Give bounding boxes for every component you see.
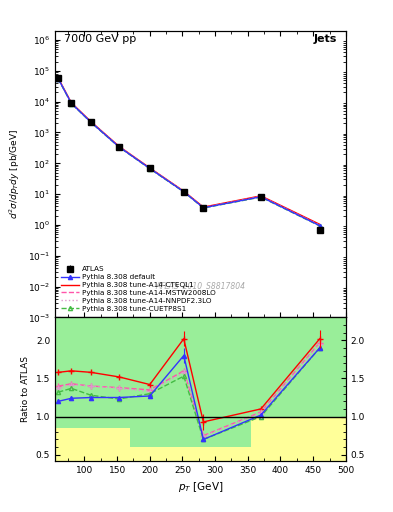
Pythia 8.308 tune-CUETP8S1 xyxy=(56,76,61,82)
Pythia 8.308 tune-CUETP8S1 xyxy=(117,144,121,150)
Pythia 8.308 tune-A14-MSTW2008LO xyxy=(182,188,186,195)
Pythia 8.308 tune-A14-CTEQL1 xyxy=(182,188,186,194)
Pythia 8.308 tune-A14-CTEQL1 xyxy=(88,119,93,125)
Pythia 8.308 tune-A14-NNPDF2.3LO xyxy=(259,194,263,200)
Pythia 8.308 tune-A14-MSTW2008LO xyxy=(259,194,263,200)
Pythia 8.308 tune-A14-CTEQL1 xyxy=(201,204,206,210)
Pythia 8.308 default xyxy=(317,223,322,229)
Text: Rivet 3.1.10, ≥ 3.2M events: Rivet 3.1.10, ≥ 3.2M events xyxy=(392,105,393,182)
Text: ATLAS_2010_S8817804: ATLAS_2010_S8817804 xyxy=(155,282,246,290)
Pythia 8.308 tune-A14-MSTW2008LO xyxy=(88,119,93,125)
Pythia 8.308 tune-A14-NNPDF2.3LO xyxy=(88,119,93,125)
Pythia 8.308 tune-A14-MSTW2008LO xyxy=(147,165,152,172)
Pythia 8.308 tune-CUETP8S1 xyxy=(147,165,152,172)
Line: Pythia 8.308 tune-A14-CTEQL1: Pythia 8.308 tune-A14-CTEQL1 xyxy=(58,78,320,224)
Pythia 8.308 tune-A14-MSTW2008LO xyxy=(117,144,121,150)
Pythia 8.308 tune-A14-MSTW2008LO xyxy=(317,222,322,228)
Pythia 8.308 tune-A14-NNPDF2.3LO xyxy=(56,76,61,82)
Pythia 8.308 tune-CUETP8S1 xyxy=(182,189,186,195)
Pythia 8.308 tune-A14-MSTW2008LO xyxy=(201,205,206,211)
Y-axis label: Ratio to ATLAS: Ratio to ATLAS xyxy=(21,356,30,422)
Y-axis label: $d^2\sigma/dp_T dy$ [pb/GeV]: $d^2\sigma/dp_T dy$ [pb/GeV] xyxy=(8,129,22,219)
Line: Pythia 8.308 default: Pythia 8.308 default xyxy=(56,77,322,228)
Pythia 8.308 default xyxy=(201,205,206,211)
Text: mcplots.cern.ch [arXiv:1306.3436]: mcplots.cern.ch [arXiv:1306.3436] xyxy=(392,208,393,304)
Pythia 8.308 tune-CUETP8S1 xyxy=(69,100,74,106)
Pythia 8.308 tune-A14-NNPDF2.3LO xyxy=(182,188,186,195)
Pythia 8.308 default xyxy=(147,165,152,172)
Pythia 8.308 tune-A14-CTEQL1 xyxy=(147,165,152,171)
Line: Pythia 8.308 tune-A14-MSTW2008LO: Pythia 8.308 tune-A14-MSTW2008LO xyxy=(58,78,320,225)
Text: Jets: Jets xyxy=(314,34,337,44)
Text: 7000 GeV pp: 7000 GeV pp xyxy=(64,34,136,44)
Pythia 8.308 tune-A14-CTEQL1 xyxy=(259,193,263,199)
Line: Pythia 8.308 tune-A14-NNPDF2.3LO: Pythia 8.308 tune-A14-NNPDF2.3LO xyxy=(58,79,320,225)
Pythia 8.308 default xyxy=(259,194,263,200)
Pythia 8.308 tune-A14-MSTW2008LO xyxy=(69,100,74,106)
Pythia 8.308 tune-A14-NNPDF2.3LO xyxy=(317,222,322,228)
Legend: ATLAS, Pythia 8.308 default, Pythia 8.308 tune-A14-CTEQL1, Pythia 8.308 tune-A14: ATLAS, Pythia 8.308 default, Pythia 8.30… xyxy=(59,264,218,314)
Pythia 8.308 default xyxy=(56,76,61,82)
Pythia 8.308 default xyxy=(182,188,186,195)
Pythia 8.308 tune-A14-CTEQL1 xyxy=(56,75,61,81)
Pythia 8.308 tune-A14-CTEQL1 xyxy=(69,100,74,106)
Pythia 8.308 default xyxy=(117,144,121,150)
Pythia 8.308 tune-A14-NNPDF2.3LO xyxy=(69,100,74,106)
Pythia 8.308 default xyxy=(69,100,74,106)
Pythia 8.308 default xyxy=(88,119,93,125)
Pythia 8.308 tune-A14-NNPDF2.3LO xyxy=(201,205,206,211)
Pythia 8.308 tune-A14-NNPDF2.3LO xyxy=(147,165,152,172)
Pythia 8.308 tune-A14-NNPDF2.3LO xyxy=(117,144,121,150)
Pythia 8.308 tune-CUETP8S1 xyxy=(317,223,322,229)
X-axis label: $p_T$ [GeV]: $p_T$ [GeV] xyxy=(178,480,223,494)
Pythia 8.308 tune-A14-CTEQL1 xyxy=(117,143,121,150)
Line: Pythia 8.308 tune-CUETP8S1: Pythia 8.308 tune-CUETP8S1 xyxy=(56,77,322,228)
Pythia 8.308 tune-A14-MSTW2008LO xyxy=(56,75,61,81)
Pythia 8.308 tune-CUETP8S1 xyxy=(201,205,206,211)
Pythia 8.308 tune-CUETP8S1 xyxy=(88,119,93,125)
Pythia 8.308 tune-A14-CTEQL1 xyxy=(317,221,322,227)
Pythia 8.308 tune-CUETP8S1 xyxy=(259,194,263,200)
